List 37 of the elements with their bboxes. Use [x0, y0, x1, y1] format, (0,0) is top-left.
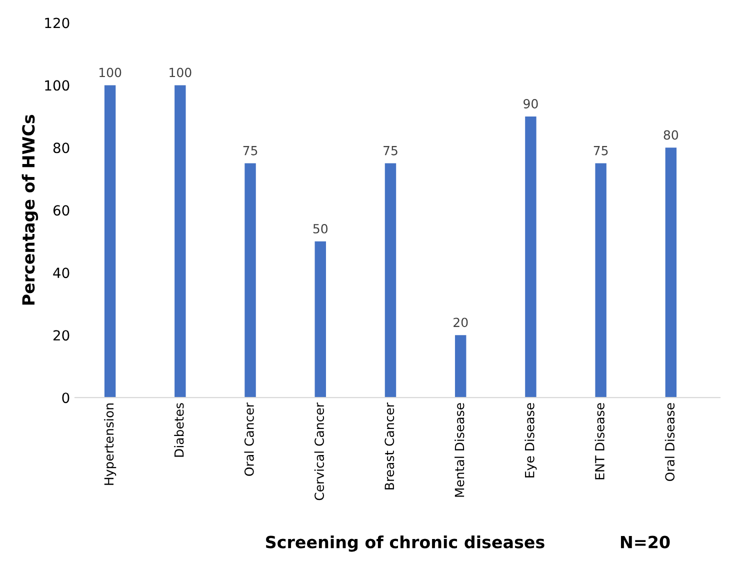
- x-tick-label: Oral Cancer: [244, 402, 254, 476]
- text: N=20: [620, 536, 670, 548]
- data-label: 100: [170, 68, 192, 78]
- x-tick-label: ENT Disease: [594, 403, 604, 480]
- bar: [384, 163, 396, 398]
- bar: [314, 241, 326, 398]
- y-tick-label: 120: [45, 18, 70, 28]
- y-tick-label: 60: [53, 205, 70, 216]
- x-tick-label: Hypertension: [104, 404, 116, 485]
- bar: [454, 335, 466, 398]
- bar: [244, 163, 256, 398]
- bar: [525, 116, 536, 398]
- data-label: 75: [243, 146, 258, 156]
- y-tick-label: 40: [53, 268, 70, 278]
- y-axis-title: Percentage of HWCs: [22, 114, 38, 305]
- data-label: 50: [313, 224, 328, 234]
- data-label: 80: [664, 130, 678, 140]
- y-tick-label: 100: [45, 80, 70, 91]
- data-label: 75: [384, 146, 398, 156]
- y-tick-label: 0: [62, 392, 70, 404]
- y-tick-label: 80: [53, 142, 70, 154]
- x-tick-label: Diabetes: [174, 403, 184, 457]
- data-label: 100: [100, 68, 122, 78]
- x-tick-label: Oral Disease: [664, 403, 675, 482]
- x-axis-title: Screening of chronic diseases: [266, 535, 544, 552]
- bar: [174, 85, 186, 398]
- bar: [595, 163, 606, 398]
- x-tick-label: Eye Disease: [524, 403, 537, 478]
- y-tick-label: 20: [53, 330, 70, 341]
- bar: [104, 85, 116, 398]
- data-label: 20: [454, 318, 468, 328]
- data-label: 75: [594, 146, 608, 156]
- x-tick-label: Breast Cancer: [384, 402, 394, 490]
- x-tick-label: Cervical Cancer: [314, 402, 324, 500]
- data-label: 90: [524, 99, 538, 108]
- x-tick-label: Mental Disease: [454, 403, 464, 497]
- bar: [665, 148, 677, 398]
